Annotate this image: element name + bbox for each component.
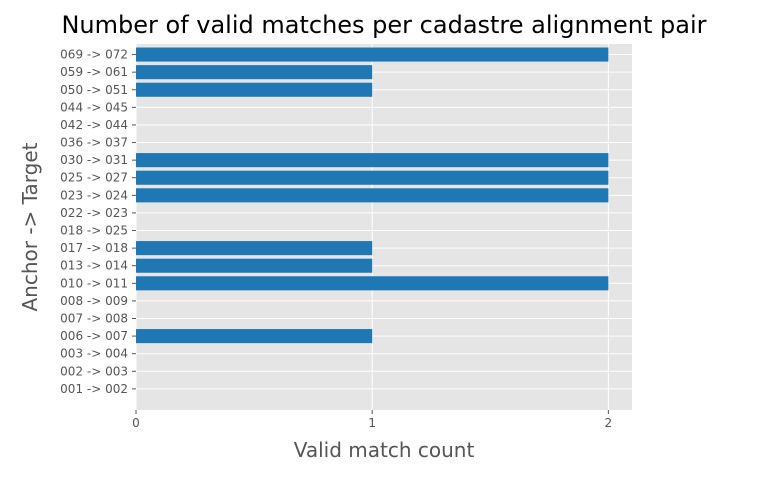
- x-tick-label: 2: [605, 416, 613, 430]
- chart-title: Number of valid matches per cadastre ali…: [61, 11, 706, 39]
- plot-area: [136, 44, 632, 410]
- x-tick-label: 1: [368, 416, 376, 430]
- y-tick-label: 013 -> 014: [60, 259, 128, 273]
- bar: [136, 258, 373, 273]
- y-tick-label: 017 -> 018: [60, 241, 128, 255]
- bar: [136, 188, 609, 203]
- x-tick-labels: 0 1 2: [132, 410, 612, 430]
- y-tick-label: 042 -> 044: [60, 118, 128, 132]
- bar: [136, 170, 609, 185]
- y-tick-labels: 001 -> 002 002 -> 003 003 -> 004 006 -> 007…: [60, 48, 136, 396]
- y-tick-label: 006 -> 007: [60, 329, 128, 343]
- bar: [136, 241, 373, 256]
- x-tick-label: 0: [132, 416, 140, 430]
- y-tick-label: 059 -> 061: [60, 65, 128, 79]
- bar: [136, 153, 609, 168]
- y-tick-label: 050 -> 051: [60, 83, 128, 97]
- y-tick-label: 069 -> 072: [60, 48, 128, 62]
- bar: [136, 82, 373, 97]
- bar: [136, 47, 609, 62]
- y-tick-label: 036 -> 037: [60, 136, 128, 150]
- y-tick-label: 002 -> 003: [60, 364, 128, 378]
- y-tick-label: 025 -> 027: [60, 171, 128, 185]
- y-tick-label: 003 -> 004: [60, 347, 128, 361]
- bars: [136, 47, 609, 344]
- y-tick-label: 018 -> 025: [60, 224, 128, 238]
- y-tick-label: 008 -> 009: [60, 294, 128, 308]
- y-tick-label: 022 -> 023: [60, 206, 128, 220]
- bar: [136, 276, 609, 291]
- y-tick-label: 030 -> 031: [60, 153, 128, 167]
- y-tick-label: 001 -> 002: [60, 382, 128, 396]
- y-tick-label: 044 -> 045: [60, 100, 128, 114]
- x-axis-label: Valid match count: [294, 438, 475, 462]
- bar: [136, 329, 373, 344]
- y-tick-label: 010 -> 011: [60, 276, 128, 290]
- bar: [136, 65, 373, 80]
- y-tick-label: 023 -> 024: [60, 188, 128, 202]
- y-axis-label: Anchor -> Target: [18, 142, 42, 311]
- y-tick-label: 007 -> 008: [60, 312, 128, 326]
